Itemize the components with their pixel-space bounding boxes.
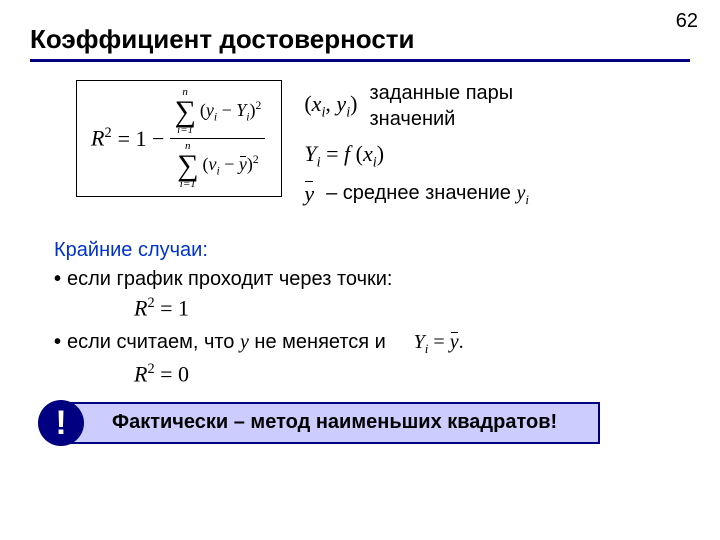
den-sum: n ∑ i=1: [177, 141, 198, 190]
den-minus: −: [220, 154, 239, 174]
num-minus: −: [217, 100, 236, 120]
callout-text: Фактически – метод наименьших квадратов!: [112, 411, 557, 434]
func-close: ): [377, 141, 384, 166]
b2-cap-y: Y: [414, 331, 425, 353]
b2-inline-eq: =: [428, 331, 449, 353]
num-sq: 2: [256, 99, 262, 112]
r2-sup: 2: [104, 125, 111, 141]
section-label: Крайние случаи:: [54, 239, 690, 262]
func-cap-y: Y: [304, 141, 316, 166]
b2-sup: 2: [147, 361, 154, 377]
r2-var: R: [91, 126, 104, 151]
bullet-dot-icon: •: [54, 331, 61, 354]
b1-rhs: = 1: [155, 295, 189, 320]
den-ybar: y: [239, 155, 247, 173]
exclamation-icon: !: [38, 400, 84, 446]
callout-box: ! Фактически – метод наименьших квадрато…: [60, 402, 600, 444]
bullet-1-eq: R2 = 1: [134, 295, 690, 321]
num-cap-y: Y: [236, 100, 246, 120]
slide-title: Коэффициент достоверности: [30, 24, 690, 55]
r2-eq: = 1 −: [118, 126, 165, 152]
num-sum: n ∑ i=1: [174, 87, 195, 136]
num-sum-lower: i=1: [177, 125, 193, 136]
mean-ybar: y: [304, 180, 314, 209]
mean-label: среднее значение: [343, 182, 517, 204]
den-sum-lower: i=1: [180, 179, 196, 190]
pair-comma: ,: [325, 91, 336, 116]
bullet-1-text: если график проходит через точки:: [67, 268, 392, 291]
pair-x: x: [312, 91, 322, 116]
b2-y: y: [240, 331, 249, 353]
bullet-dot-icon: •: [54, 268, 61, 291]
func-eq: =: [321, 141, 344, 166]
bullet-2-eq: R2 = 0: [134, 361, 690, 387]
r2-fraction: n ∑ i=1 (yi − Yi)2 n ∑: [170, 87, 265, 190]
pair-label-1: заданные пары: [370, 82, 514, 104]
bullet-1: • если график проходит через точки:: [54, 268, 690, 291]
b2-text-b: не меняется и: [249, 331, 386, 353]
page-number: 62: [676, 10, 698, 33]
num-yi: y: [206, 100, 214, 120]
pair-close: ): [350, 91, 357, 116]
b1-lhs: R: [134, 295, 147, 320]
pair-open: (: [304, 91, 311, 116]
mean-dash: –: [326, 182, 343, 204]
b2-lhs: R: [134, 362, 147, 387]
title-rule: [30, 59, 690, 62]
b2-inline-dot: .: [459, 331, 464, 353]
den-sq: 2: [253, 153, 259, 166]
b2-rhs: = 0: [155, 362, 189, 387]
b2-text-a: если считаем, что: [67, 331, 240, 353]
func-x: x: [363, 141, 373, 166]
mean-y-sub: i: [525, 192, 529, 207]
func-open: (: [350, 141, 363, 166]
pair-label-2: значений: [370, 108, 456, 130]
definitions: (xi, yi) заданные пары значений Yi = f (…: [304, 80, 529, 217]
b2-inline-ybar: y: [450, 331, 459, 354]
pair-y: y: [336, 91, 346, 116]
r2-formula-box: R2 = 1 − n ∑ i=1 (yi − Yi)2: [76, 80, 282, 197]
b1-sup: 2: [147, 295, 154, 311]
bullet-2: • если считаем, что y не меняется и Yi =…: [54, 331, 690, 357]
